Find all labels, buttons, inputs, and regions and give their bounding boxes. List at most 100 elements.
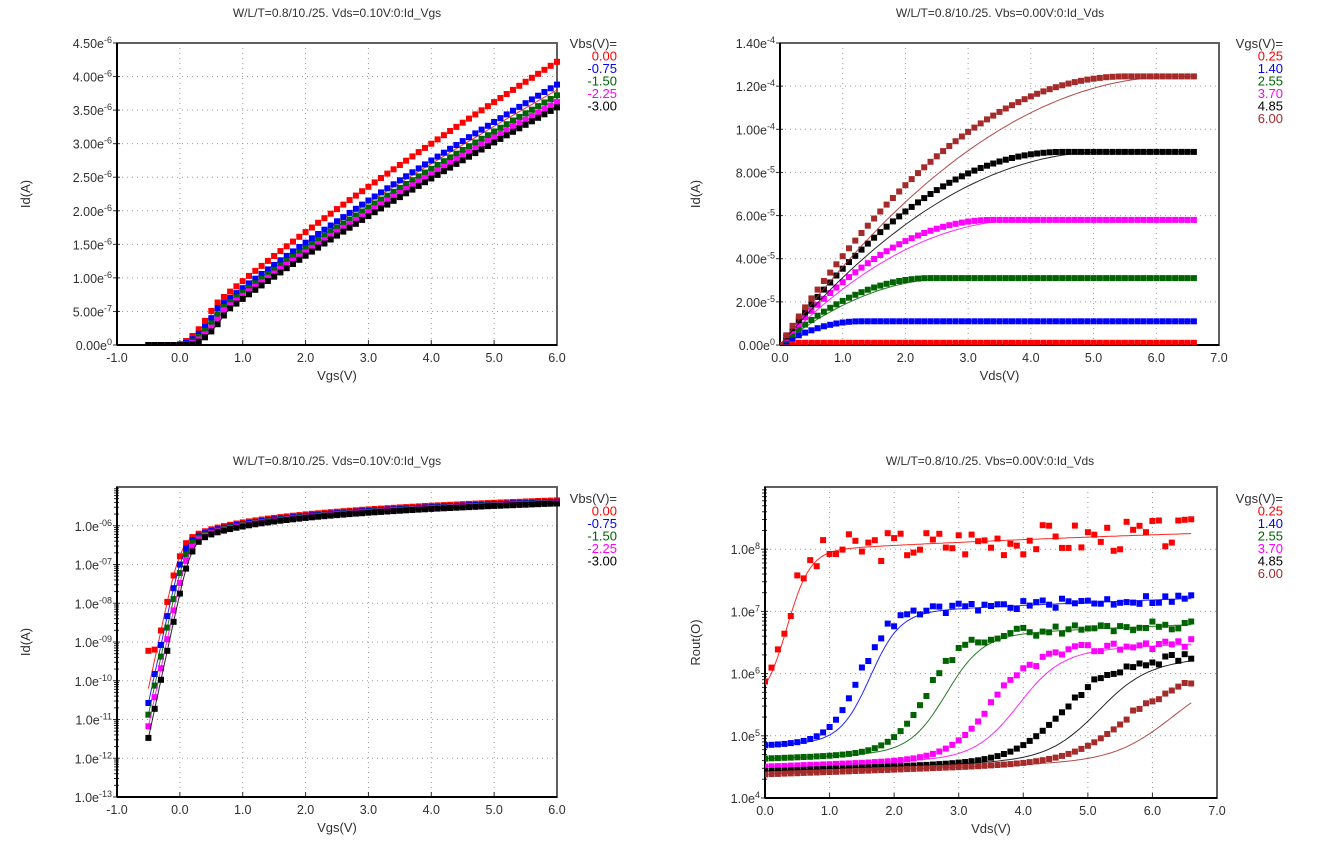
data-point bbox=[845, 768, 852, 775]
y-tick-label: 6.00e-5 bbox=[736, 208, 775, 224]
data-point bbox=[302, 239, 309, 246]
data-point bbox=[883, 248, 890, 255]
data-point bbox=[1084, 275, 1091, 282]
data-point bbox=[170, 572, 177, 579]
data-point bbox=[378, 201, 384, 208]
data-point bbox=[808, 295, 815, 302]
data-point bbox=[195, 326, 202, 333]
data-point bbox=[878, 558, 885, 564]
data-point bbox=[1009, 216, 1015, 223]
data-point bbox=[936, 761, 943, 768]
data-point bbox=[1013, 745, 1020, 752]
data-point bbox=[528, 113, 535, 120]
data-point bbox=[839, 265, 846, 272]
data-point bbox=[1140, 339, 1147, 345]
data-point bbox=[151, 682, 158, 689]
data-point bbox=[340, 224, 347, 231]
data-point bbox=[158, 642, 164, 648]
x-tick-label: 7.0 bbox=[1210, 351, 1227, 365]
data-point bbox=[371, 200, 378, 207]
data-point bbox=[1009, 102, 1015, 109]
data-point bbox=[1103, 148, 1110, 155]
data-point bbox=[1046, 318, 1053, 325]
data-point bbox=[510, 117, 516, 124]
data-point bbox=[214, 316, 221, 323]
data-point bbox=[415, 149, 422, 156]
data-point bbox=[340, 511, 347, 518]
data-point bbox=[1168, 641, 1175, 648]
data-point bbox=[158, 676, 164, 683]
data-point bbox=[327, 236, 334, 243]
plot-data bbox=[145, 497, 560, 741]
data-point bbox=[1109, 216, 1116, 223]
data-point bbox=[768, 741, 775, 748]
data-point bbox=[1034, 150, 1041, 157]
data-point bbox=[1033, 546, 1040, 553]
data-point bbox=[1059, 318, 1066, 325]
data-point bbox=[864, 222, 871, 229]
data-point bbox=[833, 551, 839, 557]
data-point bbox=[371, 209, 378, 216]
data-point bbox=[195, 338, 202, 345]
data-point bbox=[1168, 539, 1175, 546]
data-point bbox=[453, 123, 460, 130]
data-point bbox=[921, 164, 928, 171]
data-point bbox=[1084, 625, 1091, 632]
data-point bbox=[321, 237, 328, 243]
data-point bbox=[1155, 696, 1162, 703]
x-tick-label: 3.0 bbox=[950, 804, 967, 818]
data-point bbox=[871, 767, 878, 774]
data-point bbox=[852, 291, 859, 298]
data-point bbox=[936, 748, 943, 755]
data-point bbox=[365, 183, 372, 190]
legend-entry: 1.40 bbox=[1258, 61, 1283, 76]
y-tick-label: 1.40e-4 bbox=[736, 35, 775, 51]
data-point bbox=[923, 607, 930, 614]
data-point bbox=[528, 118, 535, 125]
data-point bbox=[996, 216, 1003, 223]
data-point bbox=[1084, 529, 1091, 536]
data-point bbox=[1000, 761, 1007, 768]
data-point bbox=[459, 147, 466, 153]
data-point bbox=[864, 260, 871, 267]
data-point bbox=[352, 212, 359, 219]
data-point bbox=[977, 339, 984, 345]
data-point bbox=[814, 325, 821, 332]
data-point bbox=[794, 754, 801, 761]
data-point bbox=[1020, 665, 1027, 672]
data-point bbox=[789, 322, 796, 329]
data-point bbox=[1134, 275, 1141, 282]
data-point bbox=[195, 538, 202, 545]
data-point bbox=[871, 764, 878, 771]
data-point bbox=[466, 143, 472, 150]
chart-title: W/L/T=0.8/10./25. Vds=0.10V:0:Id_Vgs bbox=[233, 454, 441, 468]
data-point bbox=[478, 135, 485, 142]
data-point bbox=[277, 517, 284, 524]
data-point bbox=[891, 766, 898, 773]
y-tick-label: 1.0e5 bbox=[731, 728, 760, 744]
data-point bbox=[889, 218, 896, 225]
data-point bbox=[958, 275, 965, 282]
legend-entry: 1.40 bbox=[1258, 516, 1283, 531]
data-point bbox=[1040, 318, 1047, 325]
data-point bbox=[1040, 339, 1047, 345]
data-point bbox=[1046, 601, 1053, 608]
data-point bbox=[1128, 339, 1135, 345]
data-point bbox=[472, 130, 479, 137]
data-point bbox=[827, 321, 834, 328]
data-point bbox=[942, 745, 949, 752]
x-tick-label: 5.0 bbox=[485, 351, 502, 365]
data-point bbox=[958, 173, 965, 180]
data-point bbox=[491, 502, 498, 509]
data-point bbox=[290, 238, 296, 245]
data-point bbox=[783, 332, 790, 339]
data-point bbox=[917, 546, 923, 553]
data-point bbox=[917, 702, 923, 709]
data-point bbox=[189, 341, 196, 345]
data-point bbox=[1059, 752, 1065, 759]
data-point bbox=[472, 111, 479, 118]
data-point bbox=[258, 275, 265, 282]
data-point bbox=[340, 228, 347, 235]
data-point bbox=[1021, 152, 1028, 159]
data-point bbox=[1091, 600, 1098, 607]
